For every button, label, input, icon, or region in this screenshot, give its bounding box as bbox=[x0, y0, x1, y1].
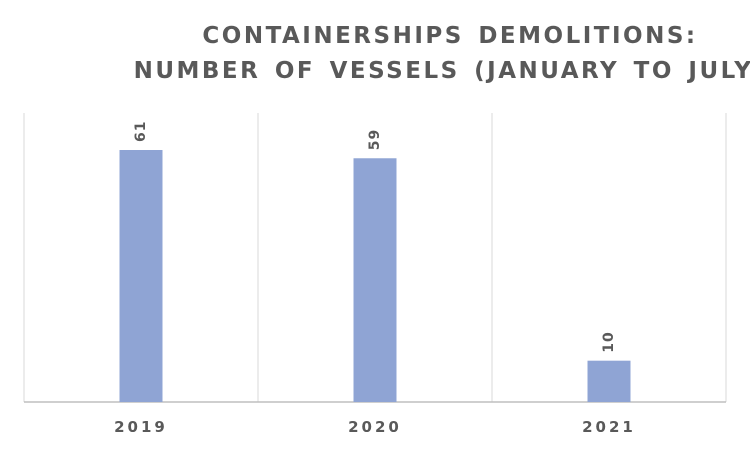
chart-title-line-1: CONTAINERSHIPS DEMOLITIONS: bbox=[202, 23, 698, 49]
data-label-2021: 10 bbox=[601, 331, 617, 352]
bar-2019 bbox=[119, 150, 163, 402]
chart-title-line-2: NUMBER OF VESSELS (JANUARY TO JULY) bbox=[133, 58, 750, 84]
x-tick-label-2019: 2019 bbox=[114, 418, 168, 436]
data-label-2019: 61 bbox=[133, 121, 149, 142]
data-label-2020: 59 bbox=[367, 129, 383, 150]
x-tick-label-2021: 2021 bbox=[582, 418, 636, 436]
bar-2021 bbox=[587, 360, 631, 402]
bar-2020 bbox=[353, 158, 397, 402]
x-tick-label-2020: 2020 bbox=[348, 418, 402, 436]
